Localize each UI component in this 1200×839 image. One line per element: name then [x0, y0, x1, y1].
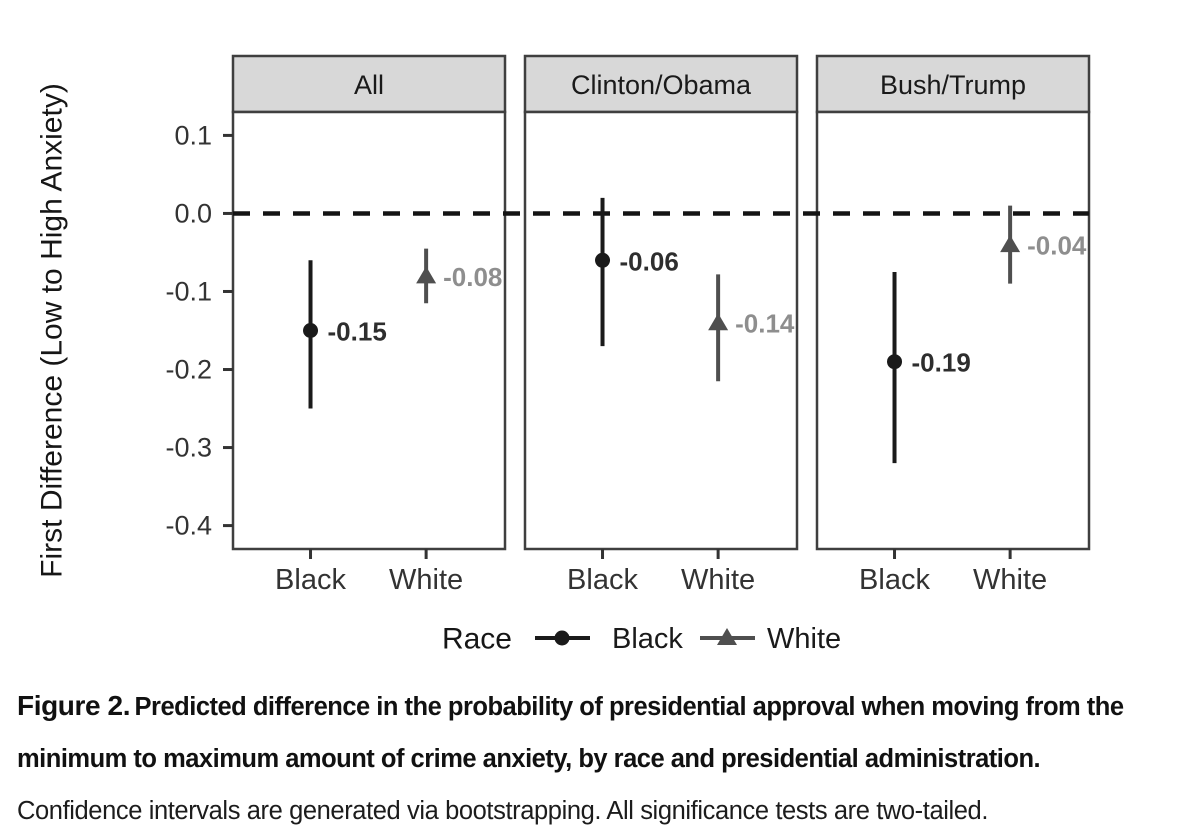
- panel-plot-area: [523, 110, 799, 551]
- pointrange-chart-svg: All Clinton/Obama Bush/Trump 0.1 0.0 -0.1 -0.2…: [36, 54, 1091, 656]
- y-tick-label: -0.1: [165, 276, 212, 306]
- x-tick-label-white: White: [389, 564, 463, 596]
- panel-title: All: [354, 70, 384, 100]
- panel-plot-area: [815, 110, 1091, 551]
- caption-bold-text: Predicted difference in the probability …: [17, 693, 1124, 773]
- legend-label-black: Black: [612, 623, 683, 655]
- panel-plot-area: [231, 110, 507, 551]
- panel-data-all: -0.15 Black -0.08 White: [275, 248, 502, 596]
- panel-data-clinton-obama: -0.06 Black -0.14 White: [567, 197, 795, 596]
- panel-clinton-obama: Clinton/Obama: [523, 54, 799, 551]
- y-tick-label: -0.2: [165, 355, 212, 385]
- legend: Race Black White: [442, 623, 841, 656]
- figure-2-chart: All Clinton/Obama Bush/Trump 0.1 0.0 -0.1 -0.2…: [36, 54, 1091, 656]
- x-tick-label-black: Black: [859, 564, 930, 596]
- panel-title: Clinton/Obama: [571, 70, 752, 100]
- panel-bush-trump: Bush/Trump: [815, 54, 1091, 551]
- point-value-label: -0.14: [735, 309, 795, 339]
- legend-marker-circle: [554, 630, 570, 646]
- legend-label-white: White: [767, 623, 841, 655]
- panel-data-bush-trump: -0.19 Black -0.04 White: [859, 205, 1087, 596]
- y-tick-label: -0.4: [165, 511, 212, 541]
- x-tick-label-black: Black: [275, 564, 346, 596]
- legend-marker-triangle: [717, 628, 737, 645]
- y-axis-title: First Difference (Low to High Anxiety): [36, 83, 69, 578]
- point-value-label: -0.15: [328, 317, 387, 347]
- figure-caption: Figure 2. Predicted difference in the pr…: [17, 681, 1157, 839]
- point-value-label: -0.19: [912, 348, 971, 378]
- point-marker-circle: [595, 252, 611, 268]
- point-value-label: -0.06: [620, 246, 679, 276]
- point-marker-triangle: [708, 313, 729, 331]
- caption-note: Confidence intervals are generated via b…: [17, 797, 989, 825]
- x-tick-label-black: Black: [567, 564, 638, 596]
- panel-all: All: [231, 54, 507, 551]
- point-value-label: -0.08: [443, 262, 502, 292]
- point-marker-triangle: [1000, 235, 1021, 253]
- caption-figure-label: Figure 2.: [17, 690, 131, 721]
- x-tick-label-white: White: [681, 564, 755, 596]
- point-marker-circle: [887, 354, 903, 370]
- x-tick-label-white: White: [973, 564, 1047, 596]
- point-marker-triangle: [416, 266, 437, 284]
- panel-title: Bush/Trump: [880, 70, 1026, 100]
- point-value-label: -0.04: [1027, 231, 1087, 261]
- point-marker-circle: [303, 323, 319, 338]
- y-tick-label: 0.1: [174, 120, 212, 150]
- panel-header: [231, 54, 507, 114]
- y-tick-label: -0.3: [165, 433, 212, 463]
- y-tick-label: 0.0: [174, 198, 212, 228]
- legend-title: Race: [442, 623, 512, 656]
